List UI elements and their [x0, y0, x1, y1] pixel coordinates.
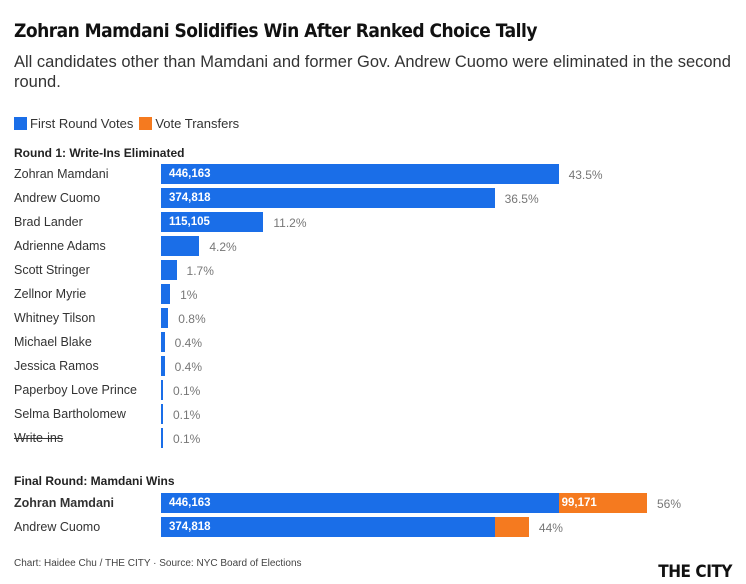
round1-bar-andrew-cuomo [161, 188, 495, 208]
final-pct-andrew-cuomo: 44% [538, 521, 563, 535]
final-bar-first-round-zohran-mamdani [161, 493, 559, 513]
final-bar-transfers-zohran-mamdani [558, 493, 647, 513]
chart-subtitle: All candidates other than Mamdani and fo… [14, 53, 731, 91]
round1-bar-scott-stringer [161, 260, 177, 280]
round1-pct-brad-lander: 11.2% [273, 216, 307, 230]
round1-pct-michael-blake: 0.4% [174, 336, 202, 350]
final-round-title: Final Round: Mamdani Wins [14, 474, 175, 488]
round1-pct-zellnor-myrie: 1% [180, 288, 198, 302]
round1-label-brad-lander: Brad Lander [14, 215, 83, 229]
round1-bar-selma-bartholomew [161, 404, 163, 424]
the-city-logo: THE CITY [658, 562, 732, 582]
round1-votes-andrew-cuomo: 374,818 [169, 192, 211, 204]
round1-bar-michael-blake [161, 332, 165, 352]
round1-label-jessica-ramos: Jessica Ramos [14, 359, 99, 373]
final-votes-zohran-mamdani: 446,163 [169, 497, 211, 509]
round1-bar-adrienne-adams [161, 236, 200, 256]
legend-item-transfers: Vote Transfers [139, 116, 239, 131]
round1-pct-scott-stringer: 1.7% [186, 264, 214, 278]
round1-label-paperboy-love-prince: Paperboy Love Prince [14, 383, 137, 397]
chart-title: Zohran Mamdani Solidifies Win After Rank… [14, 20, 537, 42]
round1-pct-andrew-cuomo: 36.5% [504, 192, 539, 206]
final-bar-first-round-andrew-cuomo [161, 517, 496, 537]
round1-label-whitney-tilson: Whitney Tilson [14, 311, 96, 325]
final-pct-zohran-mamdani: 56% [657, 497, 682, 511]
round1-votes-zohran-mamdani: 446,163 [169, 168, 211, 180]
round1-label-andrew-cuomo: Andrew Cuomo [14, 191, 101, 205]
round1-bar-whitney-tilson [161, 308, 169, 328]
round1-title: Round 1: Write-Ins Eliminated [14, 146, 185, 160]
legend-label-first-round: First Round Votes [30, 116, 134, 131]
legend-swatch-first-round [14, 117, 27, 130]
round1-bar-zellnor-myrie [161, 284, 171, 304]
legend-label-transfers: Vote Transfers [155, 116, 240, 131]
final-label-zohran-mamdani: Zohran Mamdani [14, 496, 115, 510]
final-votes-andrew-cuomo: 374,818 [169, 521, 211, 533]
legend: First Round Votes Vote Transfers [14, 116, 245, 131]
round1-pct-whitney-tilson: 0.8% [178, 312, 206, 326]
round1-pct-jessica-ramos: 0.4% [174, 360, 202, 374]
legend-item-first-round: First Round Votes [14, 116, 133, 131]
round1-bar-brad-lander [161, 212, 264, 232]
final-label-andrew-cuomo: Andrew Cuomo [14, 520, 101, 534]
round1-label-michael-blake: Michael Blake [14, 335, 92, 349]
round1-pct-selma-bartholomew: 0.1% [173, 408, 201, 422]
legend-swatch-transfers [139, 117, 153, 130]
round1-label-zohran-mamdani: Zohran Mamdani [14, 167, 109, 181]
round1-label-zellnor-myrie: Zellnor Myrie [14, 287, 87, 301]
round1-votes-brad-lander: 115,105 [169, 216, 210, 228]
chart-credit: Chart: Haidee Chu / THE CITY · Source: N… [14, 558, 302, 569]
final-transfers-zohran-mamdani: 99,171 [561, 497, 597, 509]
round1-pct-write-ins: 0.1% [173, 432, 201, 446]
round1-bar-write-ins [161, 428, 163, 448]
round1-pct-paperboy-love-prince: 0.1% [173, 384, 201, 398]
round1-label-write-ins: Write-ins [14, 431, 64, 445]
round1-bar-zohran-mamdani [161, 164, 559, 184]
round1-bar-paperboy-love-prince [161, 380, 163, 400]
final-bar-transfers-andrew-cuomo [495, 517, 529, 537]
round1-bar-jessica-ramos [161, 356, 165, 376]
round1-label-adrienne-adams: Adrienne Adams [14, 239, 106, 253]
round1-label-scott-stringer: Scott Stringer [14, 263, 90, 277]
round1-label-selma-bartholomew: Selma Bartholomew [14, 407, 126, 421]
round1-pct-zohran-mamdani: 43.5% [568, 168, 603, 182]
round1-pct-adrienne-adams: 4.2% [209, 240, 237, 254]
